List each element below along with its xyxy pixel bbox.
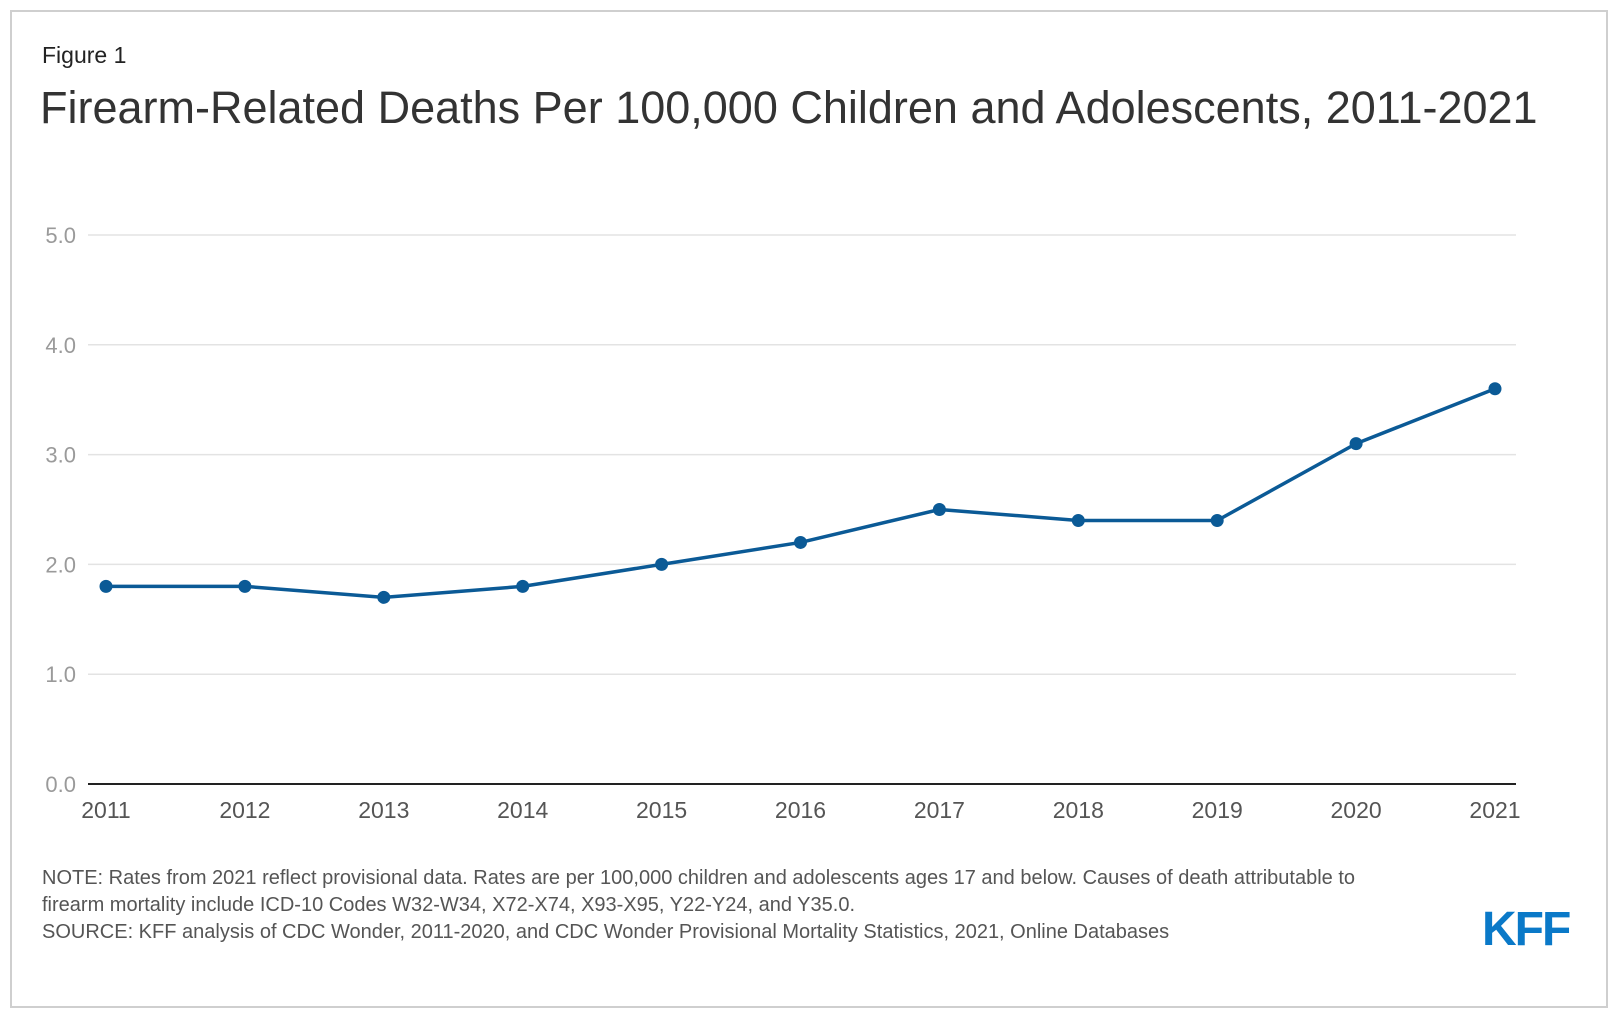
y-tick-label: 0.0 — [45, 772, 76, 797]
data-point-2011 — [99, 579, 113, 593]
chart-notes: NOTE: Rates from 2021 reflect provisiona… — [42, 865, 1382, 946]
y-tick-label: 1.0 — [45, 662, 76, 687]
figure-label: Figure 1 — [42, 42, 127, 68]
x-tick-label: 2014 — [497, 797, 548, 823]
x-tick-label: 2021 — [1469, 797, 1520, 823]
y-tick-label: 4.0 — [45, 333, 76, 358]
x-tick-label: 2020 — [1331, 797, 1382, 823]
data-point-2014 — [516, 579, 530, 593]
data-point-2018 — [1071, 513, 1085, 527]
x-tick-label: 2011 — [81, 797, 130, 823]
x-tick-label: 2016 — [775, 797, 826, 823]
data-point-2017 — [932, 503, 946, 516]
y-tick-label: 5.0 — [45, 223, 76, 248]
y-axis-ticks: 0.0 1.0 2.0 3.0 4.0 5.0 — [45, 223, 76, 797]
y-tick-label: 3.0 — [45, 443, 76, 468]
x-tick-label: 2012 — [219, 797, 270, 823]
y-tick-label: 2.0 — [45, 552, 76, 577]
x-axis-ticks: 2011 2012 2013 2014 2015 2016 2017 2018 2019 2020… — [81, 797, 1520, 823]
x-tick-label: 2018 — [1053, 797, 1104, 823]
data-point-2016 — [794, 535, 807, 549]
series-line-0 — [104, 386, 1497, 600]
data-point-2013 — [377, 590, 391, 604]
grid-lines — [88, 234, 1516, 785]
x-tick-label: 2013 — [358, 797, 409, 823]
source-text: SOURCE: KFF analysis of CDC Wonder, 2011… — [42, 921, 1170, 943]
x-tick-label: 2015 — [636, 797, 687, 823]
data-point-2012 — [238, 579, 252, 593]
kff-logo: KFF — [1482, 903, 1571, 956]
x-tick-label: 2017 — [914, 797, 965, 823]
data-point-2020 — [1349, 437, 1363, 451]
note-text: NOTE: Rates from 2021 reflect provisiona… — [42, 867, 1356, 916]
series-group — [99, 382, 1502, 604]
data-point-2015 — [655, 557, 669, 571]
x-tick-label: 2019 — [1192, 797, 1243, 823]
data-point-2019 — [1210, 513, 1224, 527]
data-point-2021 — [1488, 382, 1502, 396]
chart-title: Firearm-Related Deaths Per 100,000 Child… — [40, 82, 1538, 133]
figure-frame — [10, 10, 1608, 1008]
